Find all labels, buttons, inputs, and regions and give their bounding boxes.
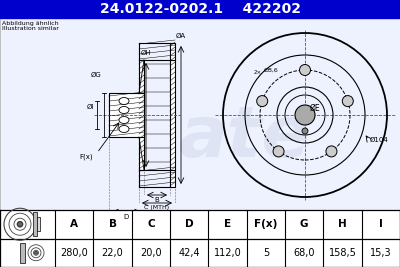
Circle shape: [257, 96, 268, 107]
Ellipse shape: [119, 107, 129, 113]
Text: H: H: [338, 219, 347, 229]
Circle shape: [18, 222, 22, 227]
Bar: [0, 18, 400, 210]
Text: 22,0: 22,0: [102, 248, 123, 258]
Text: D: D: [185, 219, 194, 229]
Text: ØH: ØH: [141, 50, 151, 56]
Ellipse shape: [119, 97, 129, 104]
Text: 20,0: 20,0: [140, 248, 162, 258]
Bar: [33, 212, 37, 236]
Circle shape: [302, 128, 308, 134]
Text: A: A: [70, 219, 78, 229]
Text: Abbildung ähnlich: Abbildung ähnlich: [2, 21, 59, 26]
Ellipse shape: [119, 116, 129, 124]
Circle shape: [300, 65, 310, 76]
Text: 158,5: 158,5: [328, 248, 356, 258]
Bar: [0, 18, 400, 210]
Text: ØI: ØI: [87, 104, 94, 110]
Bar: [139, 60, 144, 170]
Bar: [170, 43, 175, 187]
Text: ØE: ØE: [310, 104, 321, 113]
Text: 112,0: 112,0: [214, 248, 241, 258]
Bar: [109, 93, 144, 137]
Text: 280,0: 280,0: [60, 248, 88, 258]
Text: D: D: [124, 214, 129, 220]
Text: I: I: [379, 219, 383, 229]
Text: 24.0122-0202.1    422202: 24.0122-0202.1 422202: [100, 2, 300, 16]
Circle shape: [34, 251, 38, 254]
Text: Ø104: Ø104: [370, 137, 389, 143]
Text: C (MTH): C (MTH): [144, 205, 170, 210]
Text: 42,4: 42,4: [178, 248, 200, 258]
Text: ate: ate: [179, 103, 311, 171]
Bar: [0, 210, 400, 267]
Text: B: B: [155, 197, 159, 203]
Text: F(x): F(x): [79, 154, 93, 160]
Circle shape: [326, 146, 337, 157]
Text: F(x): F(x): [254, 219, 278, 229]
Text: 15,3: 15,3: [370, 248, 392, 258]
Text: Ø8,6: Ø8,6: [264, 68, 279, 73]
Text: ØG: ØG: [90, 72, 101, 78]
Bar: [0, 0, 400, 18]
Text: 5: 5: [263, 248, 269, 258]
Text: 2×: 2×: [254, 70, 262, 75]
Circle shape: [295, 105, 315, 125]
Text: E: E: [224, 219, 231, 229]
Ellipse shape: [119, 125, 129, 132]
Circle shape: [273, 146, 284, 157]
Text: B: B: [108, 219, 116, 229]
Text: ØA: ØA: [176, 33, 186, 39]
Text: Illustration similar: Illustration similar: [2, 26, 59, 31]
Bar: [20, 243, 25, 263]
Text: 68,0: 68,0: [294, 248, 315, 258]
Text: C: C: [147, 219, 155, 229]
Bar: [37, 217, 40, 231]
Circle shape: [342, 96, 353, 107]
Text: G: G: [300, 219, 308, 229]
